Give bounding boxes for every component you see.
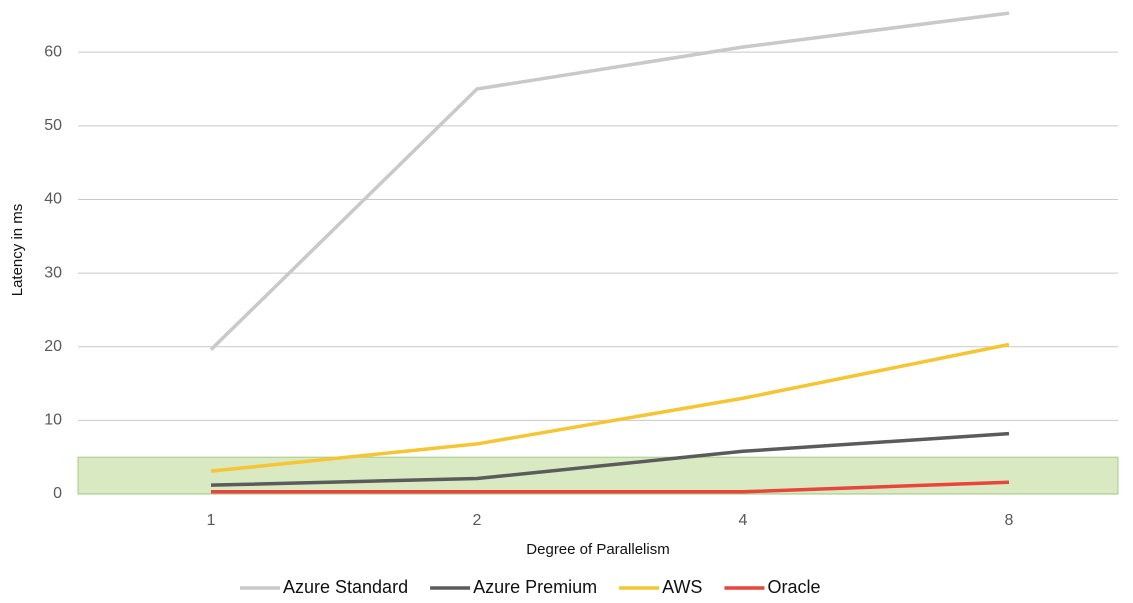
legend-label: Oracle <box>767 577 820 597</box>
y-tick-label: 40 <box>44 191 62 208</box>
y-tick-label: 60 <box>44 43 62 60</box>
y-tick-label: 20 <box>44 338 62 355</box>
legend-label: Azure Premium <box>473 577 597 597</box>
x-tick-label: 1 <box>207 512 216 529</box>
x-tick-label: 8 <box>1005 512 1014 529</box>
y-axis-title: Latency in ms <box>9 204 26 297</box>
legend-label: AWS <box>662 577 702 597</box>
legend-label: Azure Standard <box>283 577 408 597</box>
y-tick-label: 50 <box>44 117 62 134</box>
y-tick-label: 10 <box>44 412 62 429</box>
series-line <box>211 480 1010 494</box>
series-line <box>210 431 1010 487</box>
threshold-band <box>77 456 1119 495</box>
y-tick-label: 0 <box>53 485 62 502</box>
x-tick-label: 2 <box>473 512 482 529</box>
y-tick-label: 30 <box>44 264 62 281</box>
series-line <box>209 11 1010 351</box>
x-axis-title: Degree of Parallelism <box>526 541 669 558</box>
series-line <box>210 342 1010 473</box>
x-tick-label: 4 <box>739 512 748 529</box>
